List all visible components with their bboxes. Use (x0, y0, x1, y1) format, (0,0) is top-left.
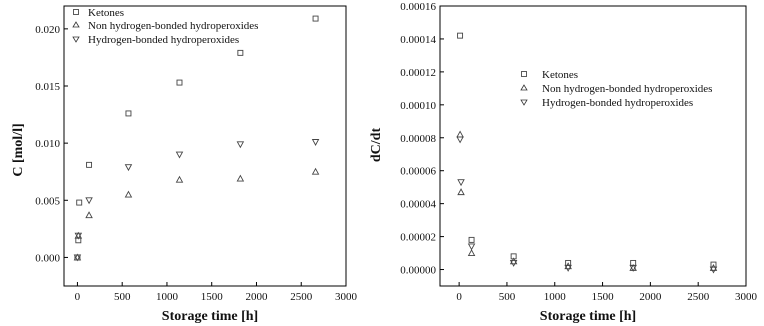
right-chart-ytick-label: 0.00014 (400, 34, 436, 46)
right-chart-point-hydrogen-bonded (709, 266, 718, 274)
left-chart-ylabel: C [mol/l] (11, 123, 26, 176)
left-chart-point-hydrogen-bonded (124, 164, 133, 172)
right-chart-point-non-hydrogen-bonded (457, 188, 465, 196)
legend-label-hydrogen-bonded: Hydrogen-bonded hydroperoxides (542, 97, 693, 109)
left-chart-xtick-label: 1000 (156, 291, 179, 303)
left-chart-xlabel: Storage time [h] (162, 309, 258, 324)
right-chart-point-hydrogen-bonded (456, 136, 464, 144)
left-chart-point-non-hydrogen-bonded (311, 167, 320, 175)
right-chart-point-hydrogen-bonded (457, 179, 465, 187)
left-chart-point-hydrogen-bonded (85, 197, 93, 205)
left-chart-xtick-label: 3000 (335, 291, 358, 303)
right-chart: 0 500 1000 1500 2000 2500 3000 0.00000 0.00002 0.… (369, 1, 758, 324)
right-chart-ytick-label: 0.00012 (400, 67, 436, 79)
left-chart-xtick-label: 0 (75, 291, 81, 303)
right-chart-ytick-label: 0.00000 (400, 265, 436, 277)
right-chart-xtick-label: 3000 (735, 291, 758, 303)
left-chart-point-hydrogen-bonded (311, 139, 320, 146)
left-chart-point-hydrogen-bonded (74, 232, 83, 240)
left-chart-point-non-hydrogen-bonded (236, 174, 245, 182)
right-chart-point-ketones (468, 236, 475, 243)
right-chart-ytick-label: 0.00010 (400, 100, 436, 112)
right-chart-point-hydrogen-bonded (629, 264, 637, 272)
right-chart-ytick-label: 0.00016 (400, 1, 436, 13)
left-chart-point-ketones (125, 110, 132, 117)
left-chart-point-ketones (86, 161, 93, 168)
right-chart-point-non-hydrogen-bonded (456, 130, 464, 138)
legend-label-hydrogen-bonded: Hydrogen-bonded hydroperoxides (88, 34, 239, 46)
legend-label-non-hydrogen-bonded: Non hydrogen-bonded hydroperoxides (88, 20, 258, 32)
left-chart-point-non-hydrogen-bonded (124, 190, 133, 198)
legend-marker-hydrogen-bonded (520, 99, 528, 106)
left-chart-point-ketones (76, 199, 83, 206)
left-chart-ytick-label: 0.015 (35, 81, 60, 93)
right-chart-xtick-label: 1500 (592, 291, 615, 303)
right-chart-point-non-hydrogen-bonded (709, 263, 718, 271)
left-chart-xtick-label: 2000 (245, 291, 268, 303)
left-chart-xtick-label: 1500 (201, 291, 224, 303)
left-chart-point-hydrogen-bonded (175, 151, 184, 159)
legend-label-non-hydrogen-bonded: Non hydrogen-bonded hydroperoxides (542, 83, 712, 95)
legend-marker-ketones (521, 71, 527, 77)
right-chart-xtick-label: 500 (499, 291, 516, 303)
right-chart-point-non-hydrogen-bonded (467, 249, 476, 257)
left-chart-point-ketones (237, 49, 244, 56)
right-chart-point-hydrogen-bonded (509, 259, 518, 267)
left-chart-ytick-label: 0.000 (35, 252, 60, 264)
right-chart-legend: Ketones Non hydrogen-bonded hydroperoxid… (520, 69, 712, 109)
right-chart-point-non-hydrogen-bonded (509, 257, 518, 265)
right-chart-ylabel: dC/dt (369, 128, 384, 163)
right-chart-xtick-label: 1000 (544, 291, 567, 303)
right-chart-xtick-label: 0 (456, 291, 462, 303)
legend-marker-hydrogen-bonded (72, 36, 80, 43)
right-chart-point-hydrogen-bonded (564, 264, 572, 272)
left-chart-ytick-label: 0.020 (35, 24, 60, 36)
left-chart-point-hydrogen-bonded (236, 141, 245, 149)
right-chart-frame (439, 5, 747, 287)
right-chart-ytick-label: 0.00008 (400, 133, 436, 145)
legend-label-ketones: Ketones (88, 7, 124, 19)
left-chart-xtick-label: 2500 (290, 291, 313, 303)
left-chart-xtick-label: 500 (114, 291, 131, 303)
left-chart-ytick-label: 0.005 (35, 195, 60, 207)
left-chart: 0 500 1000 1500 2000 2500 3000 0.000 0.005 0.010 0… (11, 5, 358, 324)
left-chart-point-ketones (176, 79, 183, 86)
left-chart-frame (63, 5, 347, 287)
legend-marker-ketones (73, 9, 79, 15)
left-chart-point-non-hydrogen-bonded (175, 175, 184, 183)
right-chart-ytick-label: 0.00006 (400, 166, 436, 178)
left-chart-legend: Ketones Non hydrogen-bonded hydroperoxid… (72, 7, 258, 46)
right-chart-xtick-label: 2000 (639, 291, 662, 303)
legend-marker-non-hydrogen-bonded (520, 84, 528, 91)
right-chart-point-non-hydrogen-bonded (564, 262, 572, 270)
right-chart-xtick-label: 2500 (687, 291, 710, 303)
left-chart-ytick-label: 0.010 (35, 138, 60, 150)
right-chart-xlabel: Storage time [h] (540, 309, 636, 324)
left-chart-point-hydrogen-bonded (73, 254, 82, 262)
legend-label-ketones: Ketones (542, 69, 578, 81)
right-chart-point-ketones (457, 32, 464, 39)
right-chart-point-hydrogen-bonded (467, 243, 476, 251)
right-chart-ytick-label: 0.00004 (400, 199, 436, 211)
left-chart-point-non-hydrogen-bonded (85, 211, 93, 219)
right-chart-ytick-label: 0.00002 (400, 232, 436, 244)
left-chart-point-ketones (312, 15, 319, 22)
legend-marker-non-hydrogen-bonded (72, 21, 80, 28)
